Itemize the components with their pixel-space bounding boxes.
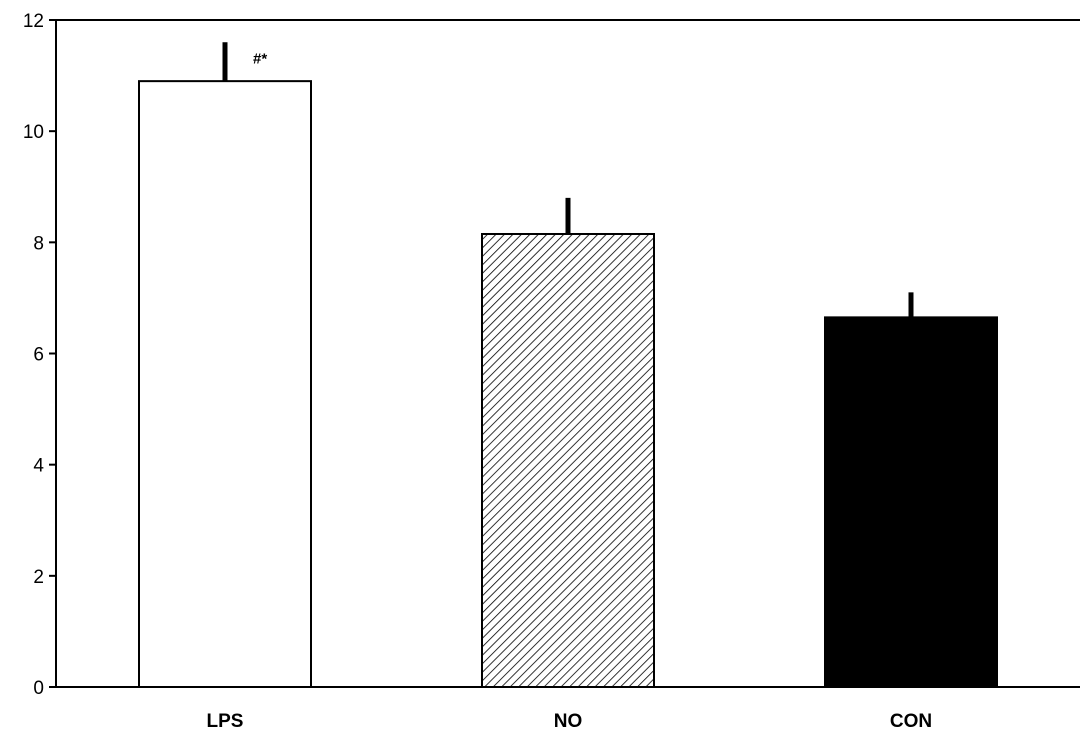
- bars-group: [138, 80, 998, 689]
- significance-annotation: #*: [253, 51, 267, 68]
- error-bars-group: [222, 42, 914, 318]
- y-tick-label: 0: [33, 678, 44, 699]
- x-category-label: LPS: [207, 711, 244, 732]
- y-tick-label: 8: [33, 233, 44, 254]
- y-tick-label: 2: [33, 567, 44, 588]
- y-tick-label: 10: [23, 122, 44, 143]
- bar-con: [824, 316, 998, 688]
- y-tick-label: 4: [33, 456, 44, 477]
- y-tick-label: 12: [23, 11, 44, 32]
- labels-group: 0 2 4 6 8 10 12 LPS NO CON #*: [23, 11, 932, 732]
- x-category-label: CON: [890, 711, 932, 732]
- bar-lps: [138, 80, 312, 689]
- x-category-label: NO: [554, 711, 583, 732]
- bar-no: [481, 232, 655, 689]
- y-tick-label: 6: [33, 345, 44, 366]
